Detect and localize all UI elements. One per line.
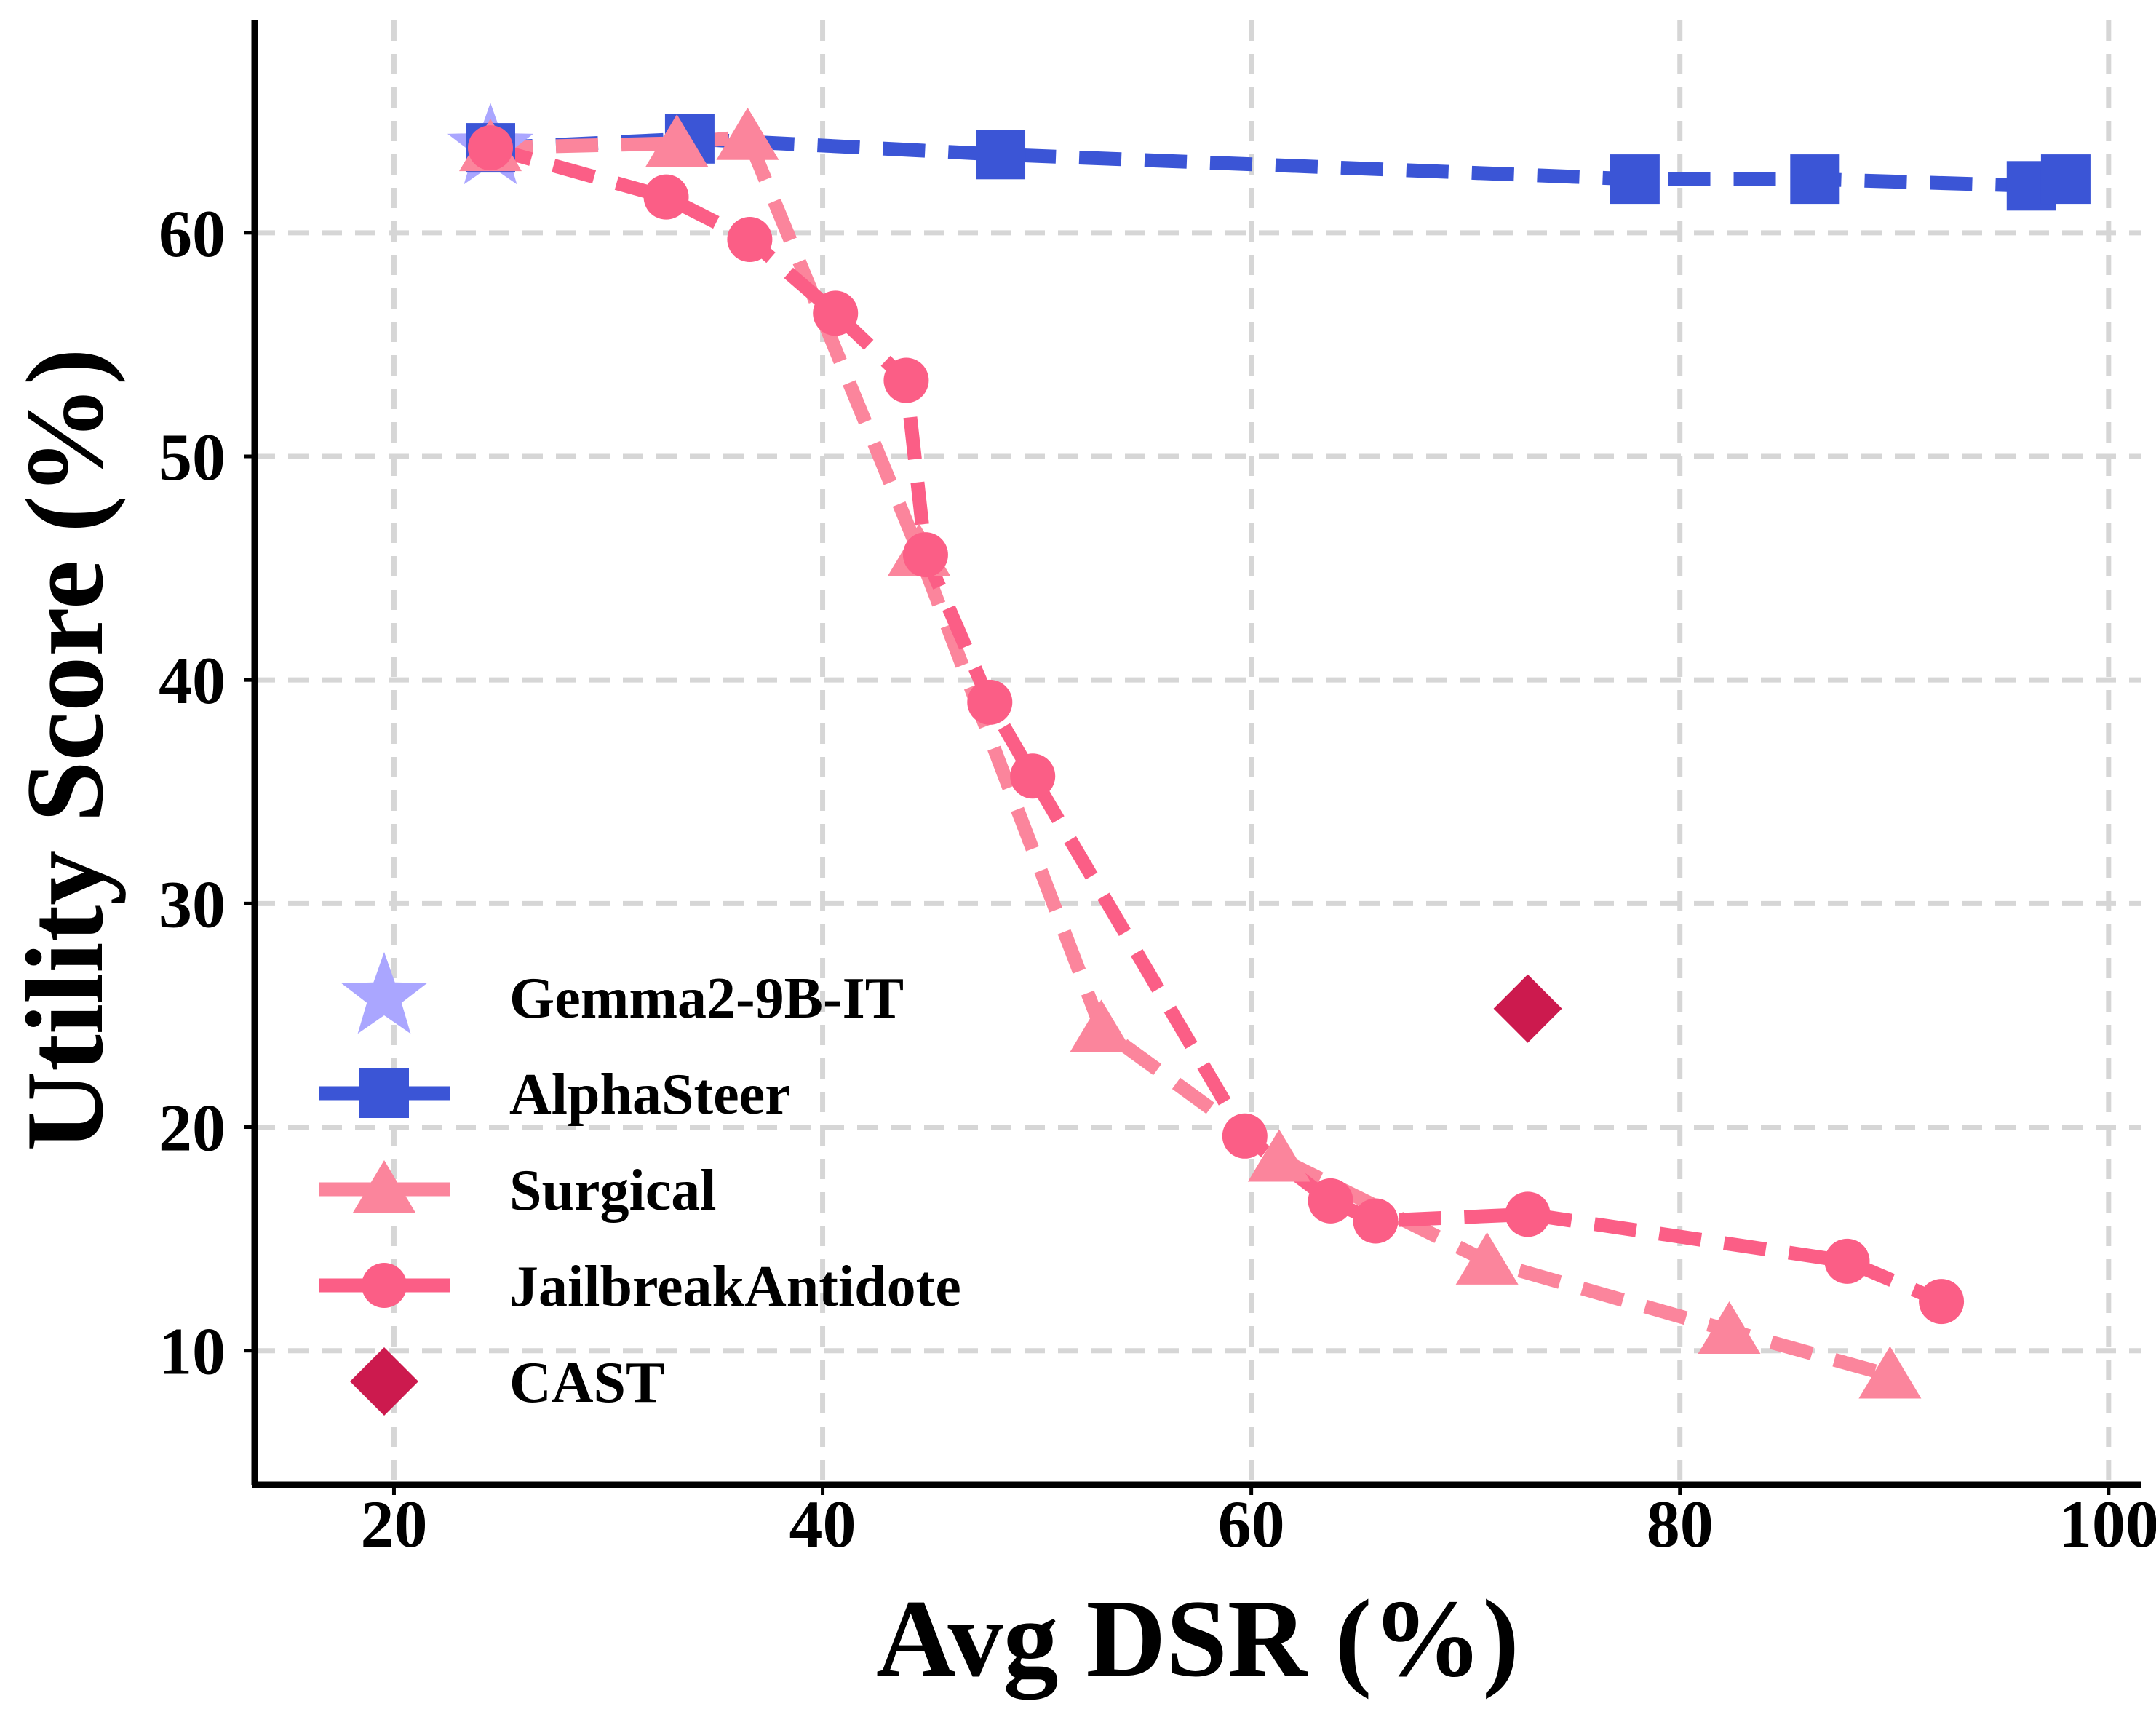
legend-alphasteer-label: AlphaSteer: [509, 1063, 791, 1127]
jailbreakantidote-point-3: [813, 290, 859, 336]
jailbreakantidote-point-7: [1010, 753, 1056, 799]
jailbreakantidote-point-4: [883, 357, 929, 403]
jailbreakantidote-point-5: [902, 532, 948, 578]
surgical-point-8: [1858, 1346, 1922, 1399]
jailbreakantidote-point-8: [1222, 1113, 1268, 1159]
jailbreakantidote-point-12: [1824, 1238, 1870, 1284]
axes: [251, 20, 2141, 1488]
y-tick-label-20: 20: [159, 1091, 226, 1165]
jailbreakantidote-point-11: [1505, 1191, 1551, 1237]
legend-surgical-label: Surgical: [509, 1159, 716, 1223]
surgical-point-1: [645, 114, 709, 167]
legend-gemma2-9b-it-marker: [341, 952, 427, 1034]
y-tick-label-60: 60: [159, 197, 226, 271]
legend-jailbreakantidote-label: JailbreakAntidote: [509, 1255, 961, 1319]
legend-cast-label: CAST: [509, 1351, 664, 1415]
surgical-point-5: [1247, 1129, 1310, 1182]
jailbreakantidote-point-0: [468, 125, 513, 171]
alphasteer-point-2: [976, 130, 1026, 180]
y-tick-label-50: 50: [159, 420, 226, 494]
legend-cast-marker: [350, 1347, 418, 1416]
x-tick-label-20: 20: [360, 1487, 427, 1561]
y-tick-label-10: 10: [159, 1314, 226, 1389]
grid: [255, 20, 2141, 1485]
tick-labels: 20 40 60 80 100 10 20 30 40 50 60: [159, 197, 2156, 1561]
alphasteer-point-4: [1790, 154, 1840, 205]
jailbreakantidote-point-6: [967, 679, 1013, 725]
surgical-point-7: [1698, 1301, 1761, 1355]
alphasteer-point-6: [2040, 154, 2091, 205]
jailbreakantidote-point-2: [727, 217, 773, 263]
x-tick-label-100: 100: [2058, 1487, 2156, 1561]
x-tick-label-80: 80: [1647, 1487, 1714, 1561]
legend: Gemma2-9B-IT AlphaSteer Surgical JailbreakA…: [319, 952, 961, 1416]
jailbreakantidote-point-13: [1919, 1279, 1965, 1325]
y-tick-label-30: 30: [159, 867, 226, 941]
y-axis-title: Utility Score (%): [4, 348, 126, 1151]
x-tick-label-40: 40: [789, 1487, 856, 1561]
legend-gemma2-9b-it-label: Gemma2-9B-IT: [509, 967, 904, 1031]
legend-jailbreakantidote-marker: [362, 1263, 407, 1308]
cast-point-0: [1493, 974, 1562, 1043]
y-tick-label-40: 40: [159, 643, 226, 718]
legend-surgical-marker: [353, 1160, 415, 1213]
x-axis-title: Avg DSR (%): [876, 1577, 1519, 1700]
legend-alphasteer-marker: [359, 1068, 409, 1118]
x-tick-label-60: 60: [1218, 1487, 1285, 1561]
jailbreakantidote-point-10: [1353, 1198, 1399, 1244]
surgical-point-6: [1455, 1232, 1519, 1285]
series-lines: [488, 130, 2067, 1382]
jailbreakantidote-point-1: [643, 174, 689, 220]
series-markers: [447, 103, 2091, 1399]
alphasteer-point-3: [1610, 154, 1660, 205]
jailbreakantidote-point-9: [1308, 1178, 1353, 1224]
surgical-point-2: [716, 107, 779, 160]
surgical-point-4: [1070, 999, 1133, 1052]
